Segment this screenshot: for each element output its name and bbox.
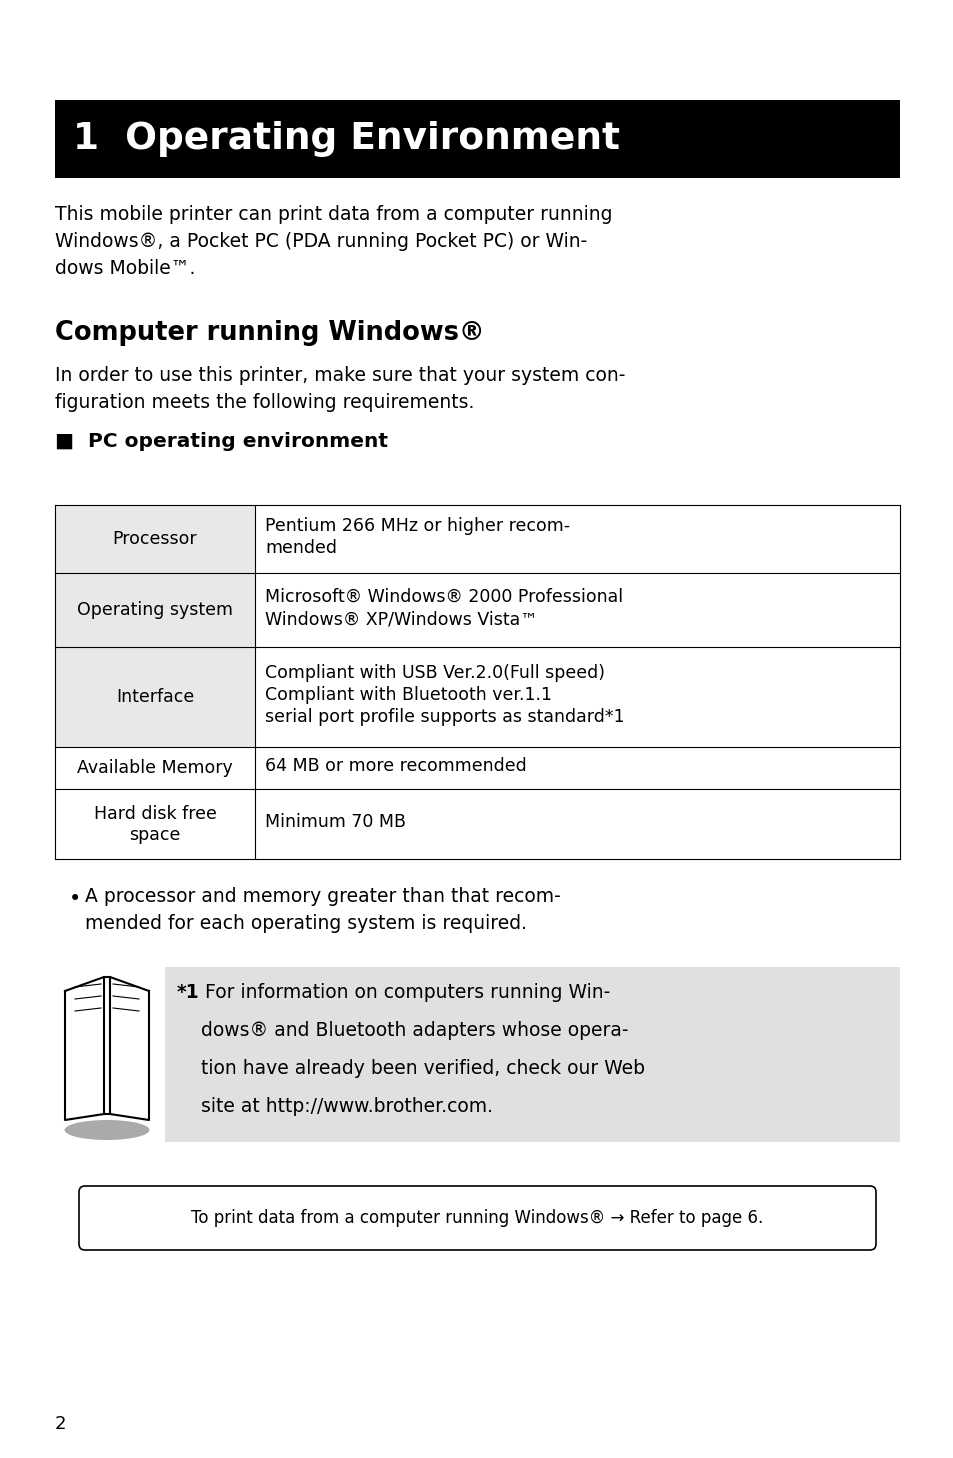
Text: In order to use this printer, make sure that your system con-: In order to use this printer, make sure … bbox=[55, 366, 625, 385]
Text: 1  Operating Environment: 1 Operating Environment bbox=[73, 121, 619, 157]
Text: A processor and memory greater than that recom-: A processor and memory greater than that… bbox=[85, 886, 560, 905]
Text: Minimum 70 MB: Minimum 70 MB bbox=[265, 814, 406, 831]
Text: serial port profile supports as standard*1: serial port profile supports as standard… bbox=[265, 709, 624, 726]
Text: Hard disk free: Hard disk free bbox=[93, 805, 216, 822]
Bar bbox=[254, 789, 899, 859]
Text: 2: 2 bbox=[55, 1416, 67, 1433]
Bar bbox=[55, 746, 254, 789]
Text: To print data from a computer running Windows® → Refer to page 6.: To print data from a computer running Wi… bbox=[192, 1209, 762, 1228]
Bar bbox=[254, 647, 899, 746]
Polygon shape bbox=[65, 977, 104, 1120]
Text: Windows®, a Pocket PC (PDA running Pocket PC) or Win-: Windows®, a Pocket PC (PDA running Pocke… bbox=[55, 232, 587, 251]
Text: Compliant with Bluetooth ver.1.1: Compliant with Bluetooth ver.1.1 bbox=[265, 687, 552, 704]
Text: Compliant with USB Ver.2.0(Full speed): Compliant with USB Ver.2.0(Full speed) bbox=[265, 663, 604, 682]
Text: ■  PC operating environment: ■ PC operating environment bbox=[55, 432, 388, 451]
Text: Processor: Processor bbox=[112, 531, 197, 548]
Bar bbox=[254, 746, 899, 789]
Text: Windows® XP/Windows Vista™: Windows® XP/Windows Vista™ bbox=[265, 609, 537, 628]
Text: •: • bbox=[69, 889, 81, 908]
Bar bbox=[254, 504, 899, 573]
Text: Microsoft® Windows® 2000 Professional: Microsoft® Windows® 2000 Professional bbox=[265, 588, 622, 607]
Text: This mobile printer can print data from a computer running: This mobile printer can print data from … bbox=[55, 206, 612, 225]
Bar bbox=[55, 573, 254, 647]
Text: Operating system: Operating system bbox=[77, 601, 233, 620]
Text: 64 MB or more recommended: 64 MB or more recommended bbox=[265, 757, 526, 776]
Text: dows® and Bluetooth adapters whose opera-: dows® and Bluetooth adapters whose opera… bbox=[177, 1021, 628, 1040]
Bar bbox=[55, 504, 254, 573]
Bar bbox=[55, 647, 254, 746]
Ellipse shape bbox=[65, 1120, 150, 1140]
Text: mended: mended bbox=[265, 539, 336, 557]
Bar bbox=[55, 101, 899, 178]
Text: *1: *1 bbox=[177, 983, 199, 1002]
Text: tion have already been verified, check our Web: tion have already been verified, check o… bbox=[177, 1059, 644, 1077]
Text: Pentium 266 MHz or higher recom-: Pentium 266 MHz or higher recom- bbox=[265, 518, 570, 535]
Text: Available Memory: Available Memory bbox=[77, 760, 233, 777]
Bar bbox=[55, 789, 254, 859]
Bar bbox=[165, 967, 899, 1142]
Bar bbox=[254, 573, 899, 647]
Text: space: space bbox=[130, 825, 180, 844]
FancyBboxPatch shape bbox=[79, 1185, 875, 1250]
Text: Computer running Windows®: Computer running Windows® bbox=[55, 319, 484, 346]
Text: figuration meets the following requirements.: figuration meets the following requireme… bbox=[55, 394, 474, 413]
Polygon shape bbox=[110, 977, 149, 1120]
Text: mended for each operating system is required.: mended for each operating system is requ… bbox=[85, 914, 526, 933]
Text: Interface: Interface bbox=[115, 688, 193, 706]
Text: For information on computers running Win-: For information on computers running Win… bbox=[199, 983, 610, 1002]
Text: dows Mobile™.: dows Mobile™. bbox=[55, 260, 195, 278]
Text: site at http://www.brother.com.: site at http://www.brother.com. bbox=[177, 1096, 493, 1115]
